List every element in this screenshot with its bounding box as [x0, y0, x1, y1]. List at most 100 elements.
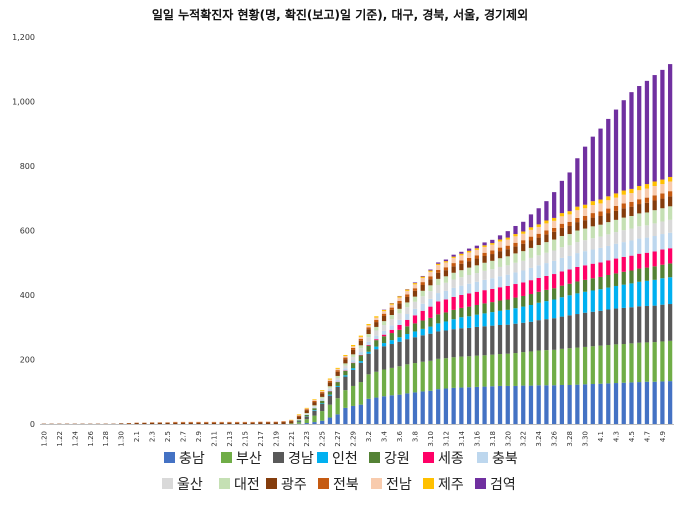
bar-segment	[328, 389, 332, 391]
bar-segment	[614, 220, 618, 232]
bar-segment	[668, 263, 672, 277]
bar-segment	[568, 270, 572, 284]
bar-segment	[552, 218, 556, 221]
bar-segment	[560, 349, 564, 385]
x-tick-label: 3.14	[458, 430, 466, 446]
x-tick-label: 3.10	[427, 431, 435, 447]
bar-segment	[598, 129, 602, 200]
bar-segment	[351, 360, 355, 363]
bar-segment	[629, 216, 633, 229]
bar-segment	[467, 251, 471, 253]
bar-segment	[397, 330, 401, 337]
bar-segment	[413, 291, 417, 297]
bar-segment	[575, 222, 579, 230]
bar-segment	[637, 86, 641, 186]
bar-segment	[552, 192, 556, 218]
y-tick-label: 200	[20, 356, 35, 365]
bar-segment	[668, 220, 672, 233]
y-tick-label: 1,200	[12, 33, 35, 42]
bar-segment	[498, 325, 502, 354]
bar-segment	[305, 423, 309, 424]
bar-segment	[560, 213, 564, 216]
bar-segment	[544, 301, 548, 319]
bar-segment	[660, 208, 664, 221]
bar-segment	[506, 286, 510, 300]
bar-segment	[606, 196, 610, 200]
bar-segment	[173, 423, 177, 424]
x-tick-label: 2.15	[241, 431, 249, 447]
bar-segment	[568, 226, 572, 234]
bar-segment	[660, 265, 664, 279]
legend-label: 검역	[490, 477, 516, 493]
bar-segment	[645, 253, 649, 268]
bar-segment	[490, 386, 494, 424]
bar-segment	[591, 201, 595, 205]
bar-segment	[297, 414, 301, 415]
bar-segment	[506, 246, 510, 250]
bar-segment	[366, 337, 370, 342]
bar-segment	[274, 422, 278, 423]
x-tick-label: 3.4	[381, 430, 389, 442]
bar-segment	[506, 240, 510, 246]
bar-segment	[645, 268, 649, 281]
bar-segment	[498, 300, 502, 310]
bar-segment	[343, 363, 347, 365]
bar-segment	[328, 391, 332, 394]
bar-segment	[328, 380, 332, 381]
bar-segment	[127, 423, 131, 424]
bar-segment	[366, 374, 370, 399]
bar-segment	[490, 254, 494, 261]
bar-segment	[351, 363, 355, 368]
bar-segment	[328, 386, 332, 388]
bar-segment	[637, 213, 641, 226]
bar-segment	[359, 382, 363, 405]
bar-segment	[459, 388, 463, 424]
bar-segment	[359, 352, 363, 355]
bar-segment	[645, 238, 649, 253]
bar-segment	[405, 307, 409, 314]
bar-segment	[544, 242, 548, 253]
bar-segment	[490, 302, 494, 312]
bar-segment	[482, 245, 486, 247]
legend-label: 인천	[332, 451, 358, 467]
bar-segment	[413, 337, 417, 363]
bar-segment	[568, 211, 572, 214]
bar-segment	[552, 261, 556, 274]
bar-segment	[351, 354, 355, 357]
bar-segment	[653, 342, 657, 382]
bar-segment	[482, 313, 486, 326]
bar-segment	[521, 261, 525, 271]
bar-segment	[452, 288, 456, 297]
bar-segment	[382, 346, 386, 369]
bar-segment	[529, 230, 533, 237]
bar-segment	[490, 289, 494, 302]
bar-segment	[544, 385, 548, 424]
bar-segment	[568, 256, 572, 270]
x-tick-label: 2.13	[226, 431, 234, 447]
bar-segment	[614, 259, 618, 274]
bar-segment	[366, 324, 370, 325]
bar-segment	[537, 292, 541, 303]
bar-segment	[243, 422, 247, 423]
bar-segment	[598, 237, 602, 248]
bar-segment	[436, 323, 440, 331]
bar-segment	[498, 240, 502, 242]
bar-segment	[529, 322, 533, 352]
bar-segment	[343, 358, 347, 360]
bar-segment	[467, 328, 471, 356]
bar-segment	[614, 383, 618, 424]
bar-segment	[606, 345, 610, 383]
bar-segment	[521, 240, 525, 244]
bar-segment	[421, 391, 425, 424]
bar-segment	[668, 64, 672, 177]
bar-segment	[498, 287, 502, 300]
bar-segment	[660, 193, 664, 198]
legend-swatch	[219, 478, 230, 489]
bar-segment	[598, 200, 602, 204]
x-tick-label: 1.26	[87, 430, 95, 446]
bar-segment	[622, 195, 626, 204]
bar-segment	[366, 399, 370, 424]
bar-segment	[614, 286, 618, 309]
bar-segment	[591, 238, 595, 249]
bar-segment	[560, 286, 564, 298]
